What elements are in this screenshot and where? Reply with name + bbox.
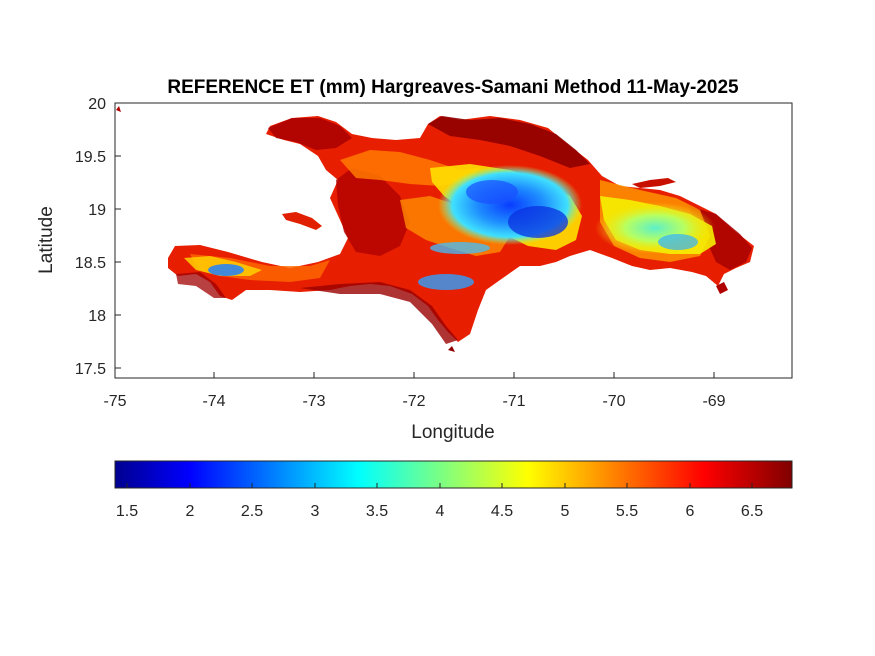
colorbar-tick-label: 4 <box>436 503 445 520</box>
y-tick-label: 18 <box>88 308 106 325</box>
central-highland-low-et <box>438 165 582 245</box>
x-tick-label: -69 <box>702 393 725 410</box>
southeast-islet <box>716 282 728 294</box>
y-tick-label: 20 <box>88 96 106 113</box>
colorbar-tick-label: 3.5 <box>366 503 388 520</box>
southwest-dark <box>176 272 226 298</box>
y-axis-label: Latitude <box>36 206 57 274</box>
north-dark-band <box>428 116 590 168</box>
colorbar-tick-label: 5 <box>561 503 570 520</box>
east-plain-cyan <box>658 234 698 250</box>
colorbar-tick-label: 2 <box>186 503 195 520</box>
colorbar-tick-label: 1.5 <box>116 503 138 520</box>
x-tick-label: -75 <box>103 393 126 410</box>
colorbar-tick-label: 5.5 <box>616 503 638 520</box>
colorbar-tick-label: 3 <box>311 503 320 520</box>
colorbar <box>114 460 793 489</box>
south-ridge-low-et <box>430 242 490 254</box>
y-axis <box>115 102 121 369</box>
saona-island <box>632 178 676 188</box>
southwest-low-et <box>208 264 244 276</box>
east-plain-low-et <box>595 202 715 254</box>
colorbar-tick-label: 4.5 <box>491 503 513 520</box>
tortuga-island <box>282 212 322 230</box>
y-tick-label: 17.5 <box>75 361 106 378</box>
x-tick-label: -70 <box>602 393 625 410</box>
y-tick-label: 18.5 <box>75 255 106 272</box>
x-axis-label: Longitude <box>411 422 494 443</box>
colorbar-tick-label: 2.5 <box>241 503 263 520</box>
central-highland-core <box>508 206 568 238</box>
x-tick-label: -72 <box>402 393 425 410</box>
y-tick-label: 19.5 <box>75 149 106 166</box>
northwest-dark-band <box>268 118 352 150</box>
colorbar-tick-label: 6 <box>686 503 695 520</box>
corner-islet <box>116 106 121 112</box>
x-tick-label: -74 <box>202 393 225 410</box>
beata-islet <box>448 346 455 352</box>
colorbar-tick-label: 6.5 <box>741 503 763 520</box>
colorbar-ticks <box>126 483 753 488</box>
chart-title: REFERENCE ET (mm) Hargreaves-Samani Meth… <box>167 77 739 98</box>
x-axis <box>114 372 715 378</box>
west-central-dark <box>336 168 410 256</box>
hispaniola-et-map <box>116 106 754 352</box>
x-tick-label: -71 <box>502 393 525 410</box>
south-peninsula-dark <box>300 282 458 344</box>
x-tick-label: -73 <box>302 393 325 410</box>
south-central-low-et <box>418 274 474 290</box>
y-tick-label: 19 <box>88 202 106 219</box>
central-highland-core-2 <box>466 180 518 204</box>
